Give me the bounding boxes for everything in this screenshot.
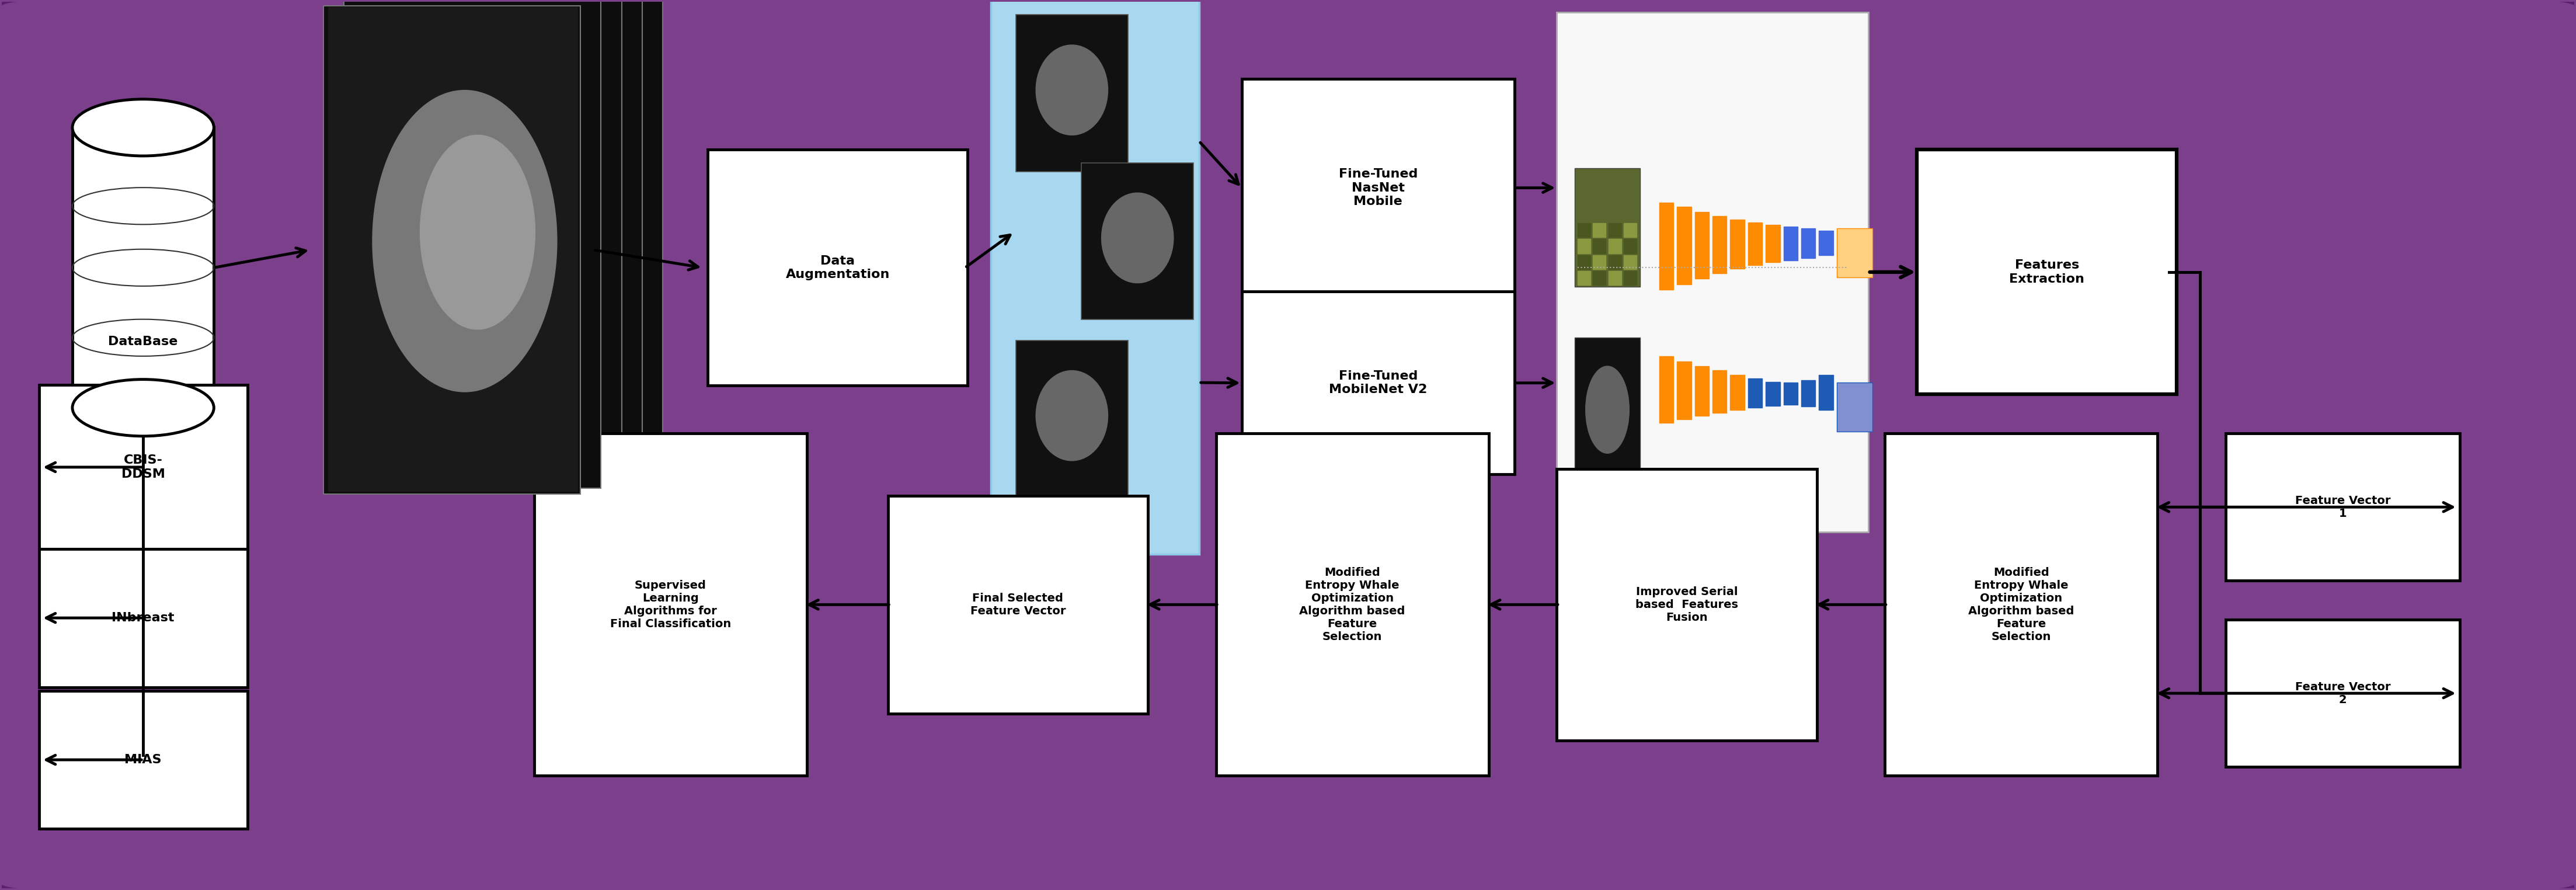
Bar [1819, 231, 1834, 255]
FancyBboxPatch shape [1556, 469, 1816, 740]
Bar [1713, 370, 1726, 413]
Bar [1659, 203, 1674, 289]
Bar [1801, 380, 1816, 407]
Bar [1713, 215, 1726, 273]
Bar [1577, 255, 1589, 269]
Bar [1623, 255, 1636, 269]
Bar [1731, 220, 1744, 269]
Text: DataBase: DataBase [108, 336, 178, 348]
Text: INbreast: INbreast [111, 612, 175, 624]
Text: Data
Augmentation: Data Augmentation [786, 255, 889, 280]
Bar [1623, 271, 1636, 285]
Ellipse shape [371, 90, 556, 392]
FancyBboxPatch shape [1574, 168, 1641, 287]
Bar [1623, 223, 1636, 238]
Bar [1765, 225, 1780, 263]
Bar [1677, 206, 1692, 285]
FancyBboxPatch shape [1574, 337, 1641, 474]
Ellipse shape [1584, 366, 1631, 454]
Text: Feature Vector
2: Feature Vector 2 [2295, 682, 2391, 705]
Bar [1623, 239, 1636, 253]
FancyBboxPatch shape [327, 7, 577, 492]
FancyBboxPatch shape [343, 1, 600, 489]
Bar [1592, 239, 1605, 253]
Bar [1765, 382, 1780, 406]
Ellipse shape [72, 379, 214, 436]
Bar [1607, 223, 1620, 238]
FancyBboxPatch shape [1015, 15, 1128, 172]
FancyBboxPatch shape [39, 549, 247, 687]
Bar [1819, 375, 1834, 410]
Text: Final Selected
Feature Vector: Final Selected Feature Vector [971, 593, 1066, 617]
Bar [1749, 378, 1762, 408]
Text: CBIS-
DDSM: CBIS- DDSM [121, 455, 165, 480]
FancyBboxPatch shape [1216, 433, 1489, 776]
FancyBboxPatch shape [2226, 619, 2460, 767]
Bar [1577, 223, 1589, 238]
Bar [1695, 212, 1708, 279]
FancyBboxPatch shape [72, 127, 214, 408]
Text: Fine-Tuned
NasNet
Mobile: Fine-Tuned NasNet Mobile [1340, 168, 1417, 207]
Text: Modified
Entropy Whale
Optimization
Algorithm based
Feature
Selection: Modified Entropy Whale Optimization Algo… [1298, 567, 1406, 643]
Bar [1695, 367, 1708, 416]
FancyBboxPatch shape [1556, 12, 1868, 532]
Bar [1607, 239, 1620, 253]
Bar [1801, 229, 1816, 258]
FancyBboxPatch shape [1917, 150, 2177, 394]
Bar [1677, 361, 1692, 419]
Text: Modified
Entropy Whale
Optimization
Algorithm based
Feature
Selection: Modified Entropy Whale Optimization Algo… [1968, 567, 2074, 643]
FancyBboxPatch shape [1242, 292, 1515, 474]
Bar [1577, 271, 1589, 285]
Ellipse shape [72, 99, 214, 156]
Bar [1592, 223, 1605, 238]
FancyBboxPatch shape [889, 496, 1149, 714]
Ellipse shape [1036, 370, 1108, 461]
Bar [1607, 271, 1620, 285]
Bar [1592, 271, 1605, 285]
FancyBboxPatch shape [1015, 340, 1128, 498]
Text: Improved Serial
based  Features
Fusion: Improved Serial based Features Fusion [1636, 587, 1739, 623]
Text: MIAS: MIAS [124, 754, 162, 765]
Ellipse shape [1100, 192, 1175, 283]
FancyBboxPatch shape [708, 150, 969, 385]
Bar [1731, 375, 1744, 410]
Bar [1783, 383, 1798, 405]
FancyBboxPatch shape [384, 0, 641, 478]
Bar [1592, 255, 1605, 269]
Bar [1659, 356, 1674, 423]
Text: Supervised
Learning
Algorithms for
Final Classification: Supervised Learning Algorithms for Final… [611, 579, 732, 629]
FancyBboxPatch shape [404, 0, 662, 473]
FancyBboxPatch shape [1082, 163, 1193, 320]
Bar [1577, 239, 1589, 253]
Ellipse shape [1036, 44, 1108, 135]
FancyBboxPatch shape [322, 6, 580, 494]
Bar [1783, 227, 1798, 260]
FancyBboxPatch shape [39, 691, 247, 829]
Bar [1607, 255, 1620, 269]
Text: Features
Extraction: Features Extraction [2009, 260, 2084, 285]
Text: Feature Vector
1: Feature Vector 1 [2295, 495, 2391, 519]
Text: Fine-Tuned
MobileNet V2: Fine-Tuned MobileNet V2 [1329, 370, 1427, 395]
Ellipse shape [420, 134, 536, 329]
FancyBboxPatch shape [39, 384, 247, 550]
FancyBboxPatch shape [363, 0, 621, 483]
FancyBboxPatch shape [1886, 433, 2159, 776]
FancyBboxPatch shape [1242, 79, 1515, 297]
FancyBboxPatch shape [533, 433, 806, 776]
FancyBboxPatch shape [992, 0, 1200, 554]
FancyBboxPatch shape [2226, 433, 2460, 580]
FancyBboxPatch shape [1837, 229, 1873, 277]
Bar [1749, 222, 1762, 265]
FancyBboxPatch shape [1837, 383, 1873, 432]
